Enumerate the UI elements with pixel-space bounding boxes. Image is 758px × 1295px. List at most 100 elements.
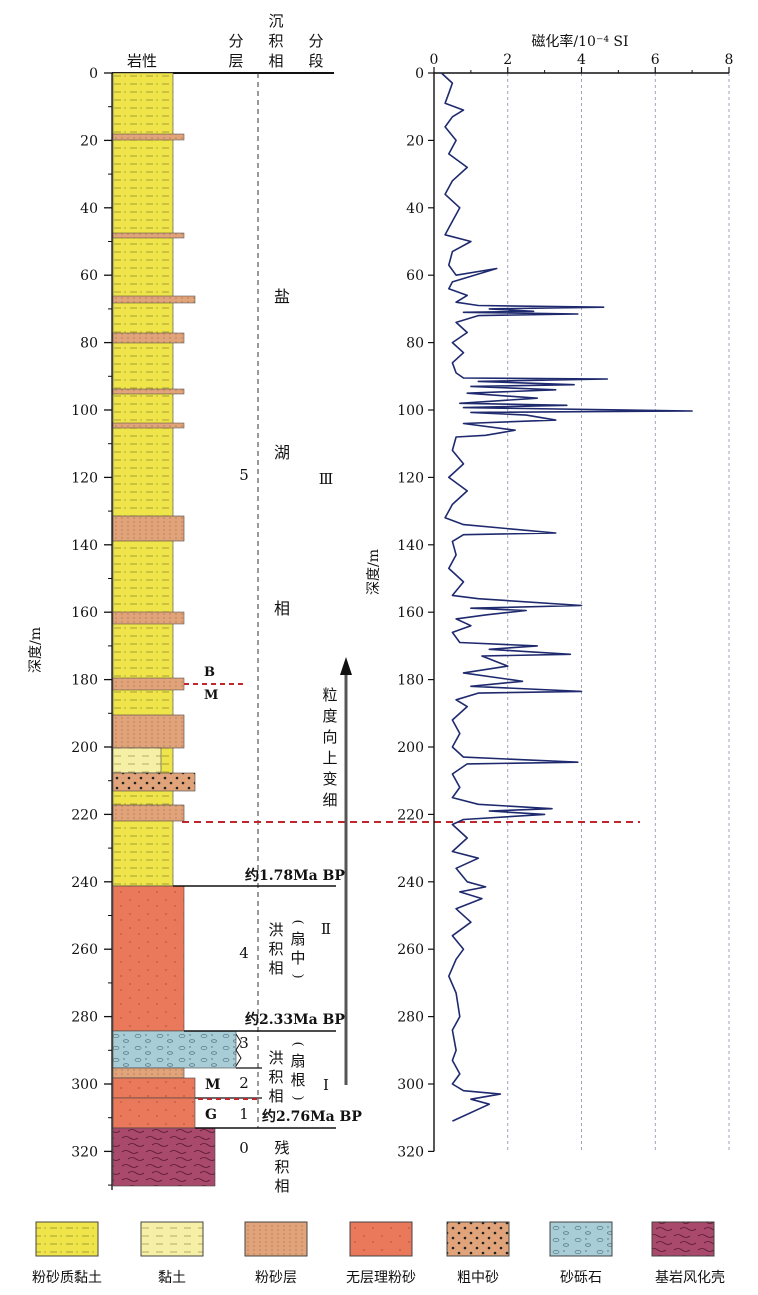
gravel-layer [112,1030,237,1069]
chart-ylabel: 深度/m [366,549,382,595]
facies-label: 湖 [274,443,290,462]
mark-m: M [205,1077,221,1093]
facies-label: 积 [268,1068,283,1086]
facies-note: ) [290,973,305,978]
facies-label: 相 [274,599,290,618]
svg-text:细: 细 [322,791,337,809]
legend-item: 粉砂质黏土 [32,1221,102,1286]
silt-layer [112,515,185,542]
facies-label: 相 [268,959,283,977]
y-tick-label: 220 [397,807,424,823]
depth-tick-label: 60 [80,268,98,284]
legend-swatch [349,1221,413,1257]
stage-header-2: 段 [308,52,323,70]
svg-text:变: 变 [322,770,337,788]
silt-interbed [112,422,185,429]
depth-tick-label: 280 [71,1010,98,1026]
x-tick-label: 8 [725,52,734,68]
silt-interbed [112,611,185,625]
svg-text:上: 上 [322,749,337,767]
y-tick-label: 240 [397,875,424,891]
silt-interbed [112,232,185,239]
facies-note: 扇 [290,1052,305,1070]
depth-axis-label: 深度/m [28,627,44,673]
trend-arrow-icon [340,657,352,675]
lithology-header: 岩性 [127,52,157,70]
legend-swatch [549,1221,613,1257]
y-tick-label: 120 [397,470,424,486]
age-label: 约2.33Ma BP [245,1011,345,1028]
lithology-panel: 岩性 分 层 沉 积 相 分 段 02040608010012014016018… [28,12,640,1195]
facies-label: 相 [268,1087,283,1105]
x-tick-label: 6 [651,52,660,68]
legend-swatch [244,1221,308,1257]
x-tick-label: 0 [430,52,439,68]
svg-text:向: 向 [322,728,337,746]
age-label: 约2.76Ma BP [262,1108,362,1125]
y-tick-label: 80 [406,336,424,352]
y-tick-label: 40 [406,201,424,217]
legend-label: 粗中砂 [457,1270,499,1286]
layer-label: 4 [239,944,249,962]
silt-interbed [112,677,185,691]
chart-grid [507,73,730,1152]
y-tick-label: 320 [397,1144,424,1160]
depth-tick-label: 20 [80,133,98,149]
layer-header-2: 层 [228,52,243,70]
x-tick-label: 4 [577,52,586,68]
facies-label: 残 [274,1139,289,1157]
layer-header-1: 分 [228,32,243,50]
layer-label: 1 [239,1105,249,1123]
massive-silt-layer [112,1097,196,1129]
facies-label: 积 [268,940,283,958]
silt-interbed [112,133,185,141]
y-tick-label: 100 [397,403,424,419]
silt-layer [112,1067,185,1079]
massive-silt-layer [112,885,185,1032]
depth-tick-label: 160 [71,605,98,621]
chart-title: 磁化率/10⁻⁴ SI [531,33,628,50]
depth-tick-label: 0 [89,66,98,82]
clay-layer [112,747,162,774]
chart-axes: 0 2 4 6 802040608010012014016018020022024026… [397,52,733,1160]
legend-swatch [140,1221,204,1257]
y-tick-label: 140 [397,538,424,554]
depth-tick-label: 80 [80,336,98,352]
facies-header-2: 积 [268,32,283,50]
legend-item: 黏土 [140,1221,204,1286]
facies-label: 盐 [274,287,290,306]
facies-label: 洪 [268,1049,283,1067]
y-tick-label: 180 [397,673,424,689]
legend-swatch [446,1221,510,1257]
layer-label: 3 [239,1034,249,1052]
depth-axis-ticks: 0 20 40 60 80 100 120 140 160 180 200 220 240 260 280 3… [71,66,112,1186]
y-tick-label: 200 [397,740,424,756]
facies-note: ) [290,1095,305,1100]
legend-item: 基岩风化壳 [651,1221,725,1286]
bedrock-layer [112,1127,216,1187]
legend: 粉砂质黏土 黏土 粉砂层 无层理粉砂 粗中砂 砂砾石 基岩风化壳 [32,1221,725,1286]
y-tick-label: 60 [406,268,424,284]
layer-label: 5 [239,466,249,484]
silt-interbed [112,332,185,344]
legend-swatch [651,1221,715,1257]
y-tick-label: 260 [397,942,424,958]
legend-swatch [35,1221,99,1257]
susceptibility-series-line [440,72,693,1122]
massive-silt-layer [112,1077,196,1099]
facies-note: 扇 [290,930,305,948]
facies-header-3: 相 [268,52,283,70]
legend-item: 粉砂层 [244,1221,308,1286]
susceptibility-chart: 磁化率/10⁻⁴ SI 深度/m 0 2 4 6 8020406080100120140… [366,33,733,1160]
facies-note: 中 [290,949,305,967]
layer-label: 2 [239,1074,249,1092]
legend-label: 粉砂质黏土 [32,1270,102,1286]
facies-label: 洪 [268,921,283,939]
silt-interbed [112,388,185,395]
silt-interbed [112,295,196,304]
svg-text:粒: 粒 [322,686,337,704]
legend-label: 黏土 [158,1270,186,1286]
trend-text: 粒 度 向 上 变 细 [322,686,337,809]
depth-tick-label: 320 [71,1144,98,1160]
legend-item: 砂砾石 [549,1221,613,1286]
